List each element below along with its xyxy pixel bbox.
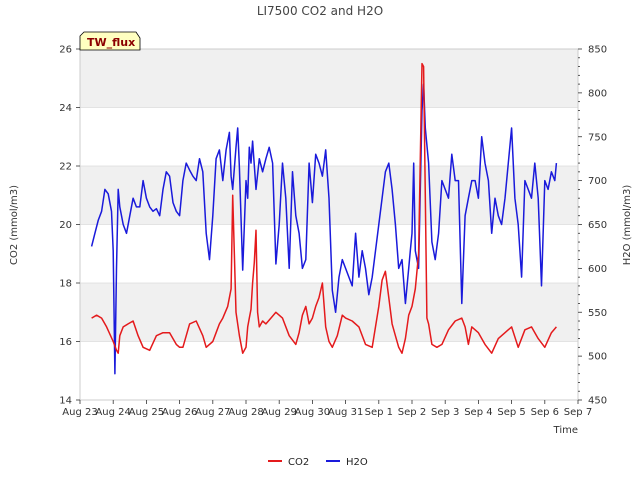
left-tick-label: 14 (59, 396, 72, 407)
x-tick-label: Aug 28 (228, 407, 263, 418)
site-badge-label: TW_flux (87, 36, 135, 49)
h2o-series-group (90, 83, 558, 375)
right-tick-label: 550 (588, 308, 607, 319)
x-tick-label: Sep 3 (431, 407, 459, 418)
x-tick-label: Sep 6 (531, 407, 559, 418)
right-tick-label: 650 (588, 220, 607, 231)
left-tick-label: 26 (59, 45, 72, 56)
left-tick-label: 20 (59, 220, 72, 231)
legend-h2o-label: H2O (346, 457, 368, 468)
h2o-series-line (90, 83, 558, 375)
left-tick-label: 16 (59, 337, 72, 348)
co2-series-line (91, 62, 557, 354)
co2-series-group (91, 62, 557, 354)
right-tick-label: 800 (588, 88, 607, 99)
x-tick-label: Aug 30 (295, 407, 330, 418)
right-tick-label: 500 (588, 352, 607, 363)
x-tick-label: Sep 2 (398, 407, 426, 418)
left-tick-label: 24 (59, 103, 72, 114)
right-tick-label: 600 (588, 264, 607, 275)
left-tick-label: 22 (59, 162, 72, 173)
left-axis: 14 16 18 20 22 24 26 (59, 45, 80, 407)
x-tick-label: Sep 7 (564, 407, 592, 418)
x-tick-label: Sep 5 (497, 407, 525, 418)
legend-co2-label: CO2 (288, 457, 309, 468)
right-tick-label: 750 (588, 132, 607, 143)
site-badge: TW_flux (79, 31, 141, 51)
right-tick-label: 450 (588, 396, 607, 407)
x-tick-label: Aug 26 (162, 407, 197, 418)
x-tick-label: Aug 31 (328, 407, 363, 418)
x-tick-label: Aug 25 (129, 407, 164, 418)
legend: CO2 H2O (268, 457, 368, 468)
x-axis-title: Time (553, 425, 578, 436)
x-tick-label: Aug 29 (261, 407, 296, 418)
left-axis-title: CO2 (mmol/m3) (9, 185, 20, 265)
x-tick-label: Sep 1 (365, 407, 393, 418)
background-band (80, 283, 578, 342)
site-badge-background (79, 31, 141, 51)
background-band (80, 49, 578, 108)
x-tick-label: Aug 27 (195, 407, 230, 418)
right-axis: 450 500 550 600 650 700 750 800 850 (578, 45, 607, 407)
chart-title: LI7500 CO2 and H2O (257, 4, 383, 18)
right-tick-label: 850 (588, 45, 607, 56)
x-tick-label: Aug 23 (62, 407, 97, 418)
x-tick-label: Aug 24 (95, 407, 130, 418)
left-tick-label: 18 (59, 279, 72, 290)
right-axis-title: H2O (mmol/m3) (622, 185, 633, 266)
right-tick-label: 700 (588, 176, 607, 187)
x-tick-label: Sep 4 (464, 407, 492, 418)
